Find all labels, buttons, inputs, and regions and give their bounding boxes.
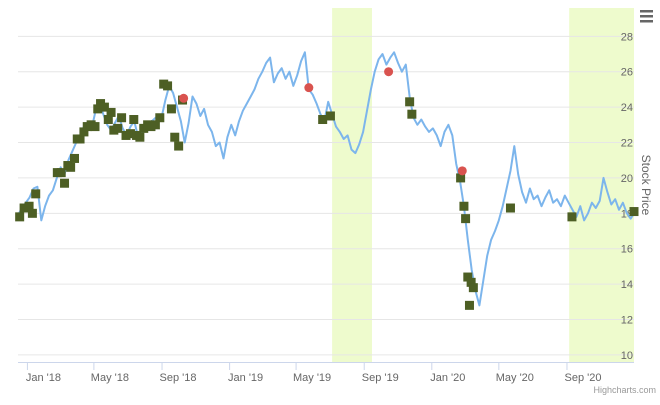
square-marker-1 [15, 212, 25, 222]
square-marker-2 [19, 203, 29, 213]
square-marker-45 [407, 109, 417, 119]
y-tick-label-16: 16 [621, 244, 633, 256]
square-marker-34 [150, 120, 160, 130]
square-marker-39 [170, 132, 180, 142]
circle-marker-1 [179, 93, 189, 103]
square-marker-24 [113, 123, 123, 133]
square-marker-28 [129, 115, 139, 125]
square-marker-37 [163, 81, 173, 91]
x-tick-label-4: Jan '19 [228, 372, 263, 384]
y-tick-label-22: 22 [621, 138, 633, 150]
square-marker-42 [318, 115, 328, 125]
y-tick-label-20: 20 [621, 173, 633, 185]
square-marker-49 [463, 272, 473, 282]
y-tick-label-24: 24 [621, 102, 633, 114]
square-marker-47 [459, 201, 469, 211]
square-marker-20 [99, 102, 109, 112]
square-marker-53 [505, 203, 515, 213]
square-marker-27 [125, 129, 135, 139]
square-marker-4 [27, 208, 37, 218]
square-marker-11 [70, 153, 80, 163]
hamburger-menu-icon [640, 10, 653, 23]
circle-marker-3 [384, 67, 394, 77]
square-marker-52 [468, 283, 478, 293]
square-marker-25 [117, 113, 127, 123]
square-marker-50 [464, 300, 474, 310]
square-marker-55 [629, 207, 639, 217]
square-marker-14 [79, 127, 89, 137]
square-marker-17 [90, 122, 100, 132]
plot-band-1 [332, 8, 372, 362]
export-menu-button[interactable] [634, 6, 658, 28]
square-marker-22 [106, 107, 116, 117]
y-tick-label-14: 14 [621, 279, 633, 291]
square-marker-21 [103, 115, 113, 125]
square-marker-54 [567, 212, 577, 222]
y-tick-label-10: 10 [621, 350, 633, 362]
x-tick-label-9: Sep '20 [564, 372, 601, 384]
square-marker-44 [405, 97, 415, 107]
x-tick-label-8: May '20 [496, 372, 534, 384]
square-marker-46 [456, 173, 466, 183]
square-marker-8 [60, 178, 70, 188]
square-marker-3 [24, 201, 34, 211]
circle-marker-2 [304, 83, 314, 93]
square-marker-18 [93, 104, 103, 114]
square-marker-7 [56, 168, 66, 178]
x-tick-label-2: May '18 [91, 372, 129, 384]
x-tick-label-1: Jan '18 [26, 372, 61, 384]
square-marker-30 [135, 132, 145, 142]
square-marker-40 [174, 141, 184, 151]
y-axis-title: Stock Price [639, 155, 653, 216]
credits-link[interactable]: Highcharts.com [593, 385, 656, 395]
square-marker-43 [325, 111, 335, 121]
y-tick-label-26: 26 [621, 67, 633, 79]
circle-marker-4 [457, 166, 467, 176]
y-tick-label-28: 28 [621, 31, 633, 43]
x-axis: Jan '18 May '18 Sep '18 Jan '19 May '19 Sep '… [18, 362, 634, 384]
square-marker-35 [155, 113, 165, 123]
x-tick-label-6: Sep '19 [362, 372, 399, 384]
y-tick-label-12: 12 [621, 315, 633, 327]
grid-lines [18, 35, 634, 356]
x-tick-label-7: Jan '20 [430, 372, 465, 384]
x-tick-label-5: May '19 [293, 372, 331, 384]
square-marker-13 [75, 134, 85, 144]
square-marker-51 [466, 277, 476, 287]
square-marker-10 [66, 162, 76, 172]
square-marker-48 [461, 214, 471, 224]
square-marker-38 [166, 104, 176, 114]
square-marker-5 [31, 189, 41, 199]
series [15, 51, 639, 310]
x-tick-label-3: Sep '18 [160, 372, 197, 384]
